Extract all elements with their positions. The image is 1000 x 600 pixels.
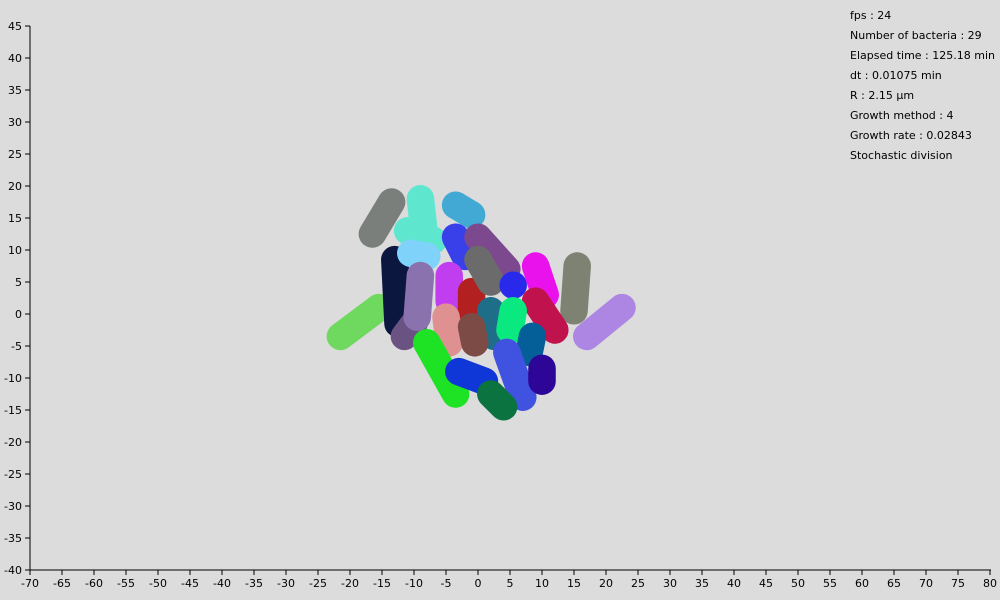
bacterium (397, 239, 441, 271)
x-tick-label: 5 (507, 577, 514, 590)
axes: -70 -65 -60 -55 -50 -45 -40 -35 -30 -25 -20 -15 -10-… (4, 20, 997, 590)
bacterium (515, 322, 547, 367)
x-tick-label: 70 (919, 577, 933, 590)
bacterium (381, 245, 412, 338)
bacterium (496, 297, 527, 344)
bacterium (358, 188, 406, 248)
x-tick-label: -30 (277, 577, 295, 590)
x-tick-label: -5 (441, 577, 452, 590)
x-tick-label: -65 (53, 577, 71, 590)
x-tick-label: -45 (181, 577, 199, 590)
bacterium (477, 297, 508, 351)
y-tick-label: 0 (15, 308, 22, 321)
bacterium (445, 357, 499, 395)
x-tick-label: -40 (213, 577, 231, 590)
x-tick-label: -10 (405, 577, 423, 590)
y-tick-label: 35 (8, 84, 22, 97)
x-tick-label: 80 (983, 577, 997, 590)
y-tick-label: 15 (8, 212, 22, 225)
bacterium (464, 245, 505, 296)
x-tick-label: -25 (309, 577, 327, 590)
bacterium (521, 252, 559, 309)
y-tick-label: -30 (4, 500, 22, 513)
stat-growth-method: Growth method : 4 (850, 109, 954, 122)
stats-panel: fps : 24 Number of bacteria : 29 Elapsed… (850, 6, 995, 166)
x-tick-label: -70 (21, 577, 39, 590)
stat-dt: dt : 0.01075 min (850, 69, 942, 82)
y-tick-label: -20 (4, 436, 22, 449)
y-tick-label: 45 (8, 20, 22, 33)
y-tick-label: 25 (8, 148, 22, 161)
bacterium (457, 313, 489, 357)
stat-bacteria-count: Number of bacteria : 29 (850, 29, 982, 42)
bacterium (403, 261, 435, 331)
y-tick-label: -25 (4, 468, 22, 481)
bacterium (393, 217, 447, 255)
x-tick-label: 15 (567, 577, 581, 590)
stat-division-mode: Stochastic division (850, 149, 953, 162)
stat-radius: R : 2.15 µm (850, 89, 915, 102)
y-tick-label: 10 (8, 244, 22, 257)
y-tick-label: 20 (8, 180, 22, 193)
y-tick-label: 30 (8, 116, 22, 129)
y-tick-label: 5 (15, 276, 22, 289)
x-tick-label: -20 (341, 577, 359, 590)
y-tick-label: -15 (4, 404, 22, 417)
x-tick-label: 55 (823, 577, 837, 590)
x-tick-label: 20 (599, 577, 613, 590)
y-tick-label: 40 (8, 52, 22, 65)
bacterium (493, 338, 537, 411)
bacterium (441, 223, 479, 271)
x-tick-label: 45 (759, 577, 773, 590)
x-tick-label: 0 (475, 577, 482, 590)
bacterium (521, 287, 569, 344)
y-tick-label: -40 (4, 564, 22, 577)
bacteria-layer (326, 185, 636, 421)
x-tick-label: -15 (373, 577, 391, 590)
x-tick-label: 65 (887, 577, 901, 590)
x-tick-label: -50 (149, 577, 167, 590)
x-tick-label: 50 (791, 577, 805, 590)
y-tick-label: -35 (4, 532, 22, 545)
bacterium (432, 303, 463, 357)
x-tick-label: 75 (951, 577, 965, 590)
bacterium (560, 252, 591, 325)
x-tick-label: 35 (695, 577, 709, 590)
y-tick-label: -10 (4, 372, 22, 385)
x-tick-label: 30 (663, 577, 677, 590)
bacterium (326, 293, 393, 351)
x-tick-label: -35 (245, 577, 263, 590)
stat-fps: fps : 24 (850, 9, 892, 22)
bacterium (413, 329, 470, 408)
x-tick-label: -55 (117, 577, 135, 590)
stat-growth-rate: Growth rate : 0.02843 (850, 129, 972, 142)
bacterium (464, 223, 521, 283)
x-tick-label: 10 (535, 577, 549, 590)
stat-elapsed-time: Elapsed time : 125.18 min (850, 49, 995, 62)
y-tick-label: -5 (11, 340, 22, 353)
bacterium (477, 380, 518, 421)
bacterium (573, 293, 636, 351)
x-tick-label: -60 (85, 577, 103, 590)
x-tick-label: 60 (855, 577, 869, 590)
x-tick-label: 25 (631, 577, 645, 590)
x-tick-label: 40 (727, 577, 741, 590)
bacterium (441, 191, 486, 229)
